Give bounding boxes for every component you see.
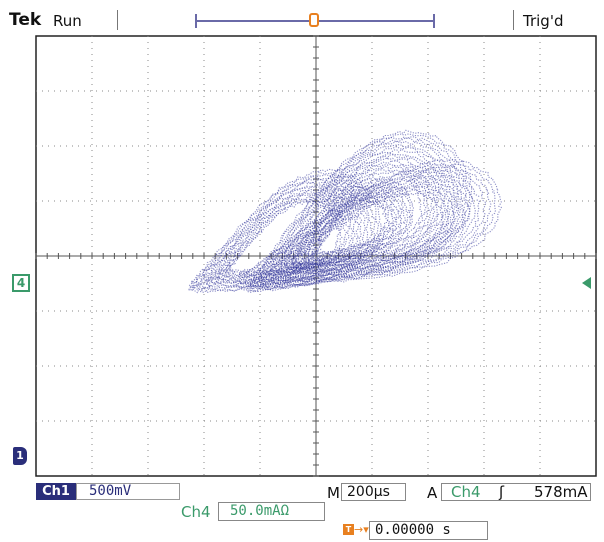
ch4-ground-marker: 4 [12, 274, 30, 292]
trigger-level-arrow-icon [582, 277, 591, 289]
trigger-position-icon: T [343, 524, 354, 535]
xy-trace-loop [270, 152, 447, 279]
xy-trace-loop [255, 137, 463, 289]
trigger-label: A [427, 484, 438, 502]
xy-trace-loop [193, 174, 376, 291]
ch1-label: Ch1 [36, 483, 76, 500]
trigger-position-readout: 0.00000 s [369, 521, 488, 540]
xy-trace-loop [293, 170, 423, 266]
trigger-source: Ch4 [451, 483, 481, 501]
xy-trace-loop [218, 193, 351, 279]
brand-logo: Tek [9, 10, 42, 30]
xy-trace-loop [204, 181, 366, 286]
xy-trace-loop [295, 181, 409, 270]
xy-trace-loop [300, 186, 404, 266]
xy-trace-loop [252, 136, 468, 290]
xy-trace-loop [221, 196, 348, 277]
divider [117, 10, 118, 30]
acquisition-state: Run [53, 12, 82, 30]
ch4-label: Ch4 [181, 503, 211, 521]
ch1-scale-readout: 500mV [76, 483, 180, 500]
trigger-readout: Ch4 ʃ 578mA [441, 483, 591, 501]
trigger-position-indicator [309, 13, 319, 27]
top-status-bar: Tek Run Trig'd [0, 0, 604, 34]
trigger-slope-icon: ʃ [499, 483, 505, 501]
xy-trace-loop [226, 201, 341, 274]
divider [513, 10, 514, 30]
ch4-scale-readout: 50.0mAΩ [218, 502, 325, 521]
xy-trace-loop [265, 146, 453, 282]
xy-trace-loop [242, 165, 492, 284]
timebase-label: M [327, 484, 340, 502]
xy-trace-loop [258, 140, 460, 287]
timebase-readout: 200µs [341, 483, 406, 501]
xy-trace-loop [285, 164, 431, 269]
xy-trace-loop [205, 184, 363, 285]
xy-trace-loop [279, 186, 456, 271]
xy-trace-loop [261, 143, 457, 285]
xy-trace-loop [268, 181, 466, 275]
trigger-level: 578mA [534, 483, 588, 501]
xy-trace-loop [309, 193, 395, 260]
ch1-ground-marker: 1 [13, 447, 27, 465]
xy-trace-loop [259, 174, 476, 279]
bottom-status-bar: Ch1 500mV M 200µs A Ch4 ʃ 578mA Ch4 50.0… [0, 482, 604, 542]
record-view-bar [195, 13, 435, 28]
xy-trace-loop [252, 171, 481, 280]
xy-trace-loop [238, 163, 496, 287]
xy-trace-loop [311, 195, 391, 258]
xy-trace-loop [289, 167, 427, 268]
trigger-status: Trig'd [523, 12, 564, 30]
xy-trace-loop [190, 171, 380, 292]
xy-trace-loop [274, 154, 444, 277]
xy-trace-loop [200, 178, 369, 288]
xy-trace-loop [305, 191, 398, 263]
xy-trace-loop [283, 163, 434, 271]
xy-trace-loop [262, 176, 471, 277]
xy-trace-loop [212, 188, 356, 282]
trigger-position-arrow-icon: →▾ [354, 523, 369, 536]
xy-trace-loop [187, 168, 383, 294]
xy-trace-loop [290, 175, 415, 273]
xy-trace-loop [267, 148, 451, 281]
